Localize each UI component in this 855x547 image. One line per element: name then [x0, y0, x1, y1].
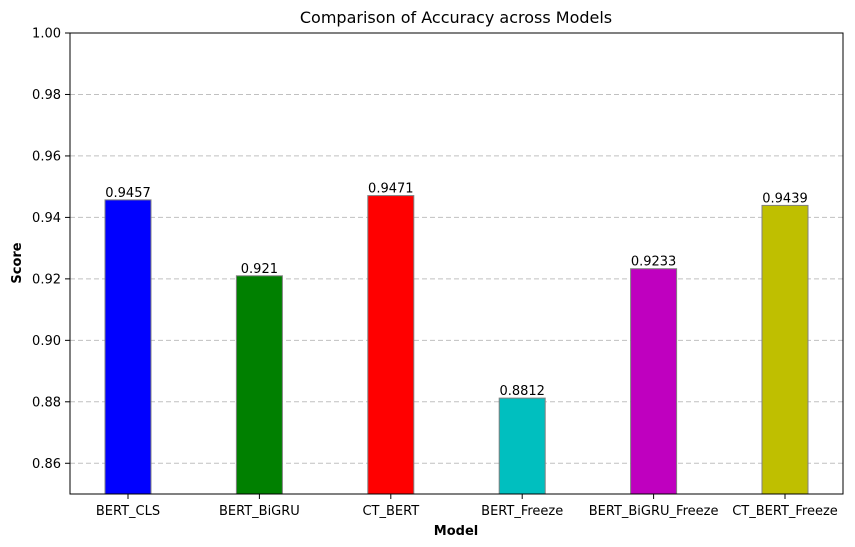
data-label: 0.9471 [368, 182, 414, 197]
bar-bert-cls [104, 199, 152, 495]
y-tick-label: 0.98 [32, 88, 61, 103]
x-tick-label: BERT_CLS [96, 504, 160, 519]
y-tick-label: 0.88 [32, 395, 61, 410]
bar-bert-bigru [235, 275, 283, 495]
plot-frame [69, 32, 844, 495]
y-tick-label: 0.92 [32, 272, 61, 287]
data-label: 0.9233 [631, 255, 677, 270]
x-axis-label: Model [434, 524, 478, 539]
data-label: 0.9439 [762, 191, 808, 206]
x-axis: BERT_CLS BERT_BiGRU CT_BERT BERT_Freeze BERT… [96, 494, 838, 519]
x-tick-label: CT_BERT [362, 504, 419, 519]
y-tick-label: 0.94 [32, 211, 61, 226]
y-tick-label: 0.90 [32, 334, 61, 349]
data-label: 0.8812 [499, 384, 545, 399]
y-axis-label: Score [10, 242, 25, 283]
bar-ct-bert [367, 195, 415, 495]
x-tick-label: BERT_BiGRU [219, 504, 300, 519]
bars [104, 195, 809, 495]
bar-bert-bigru-freeze [630, 268, 678, 495]
y-axis: 0.86 0.88 0.90 0.92 0.94 0.96 0.98 1.00 [32, 27, 70, 472]
data-labels: 0.9457 0.921 0.9471 0.8812 0.9233 0.9439 [105, 182, 808, 400]
y-tick-label: 0.96 [32, 149, 61, 164]
x-tick-label: BERT_BiGRU_Freeze [589, 504, 719, 519]
y-tick-label: 0.86 [32, 457, 61, 472]
data-label: 0.9457 [105, 186, 151, 201]
grid [70, 93, 843, 464]
x-tick-label: CT_BERT_Freeze [732, 504, 838, 519]
x-tick-label: BERT_Freeze [481, 504, 563, 519]
y-tick-label: 1.00 [32, 27, 61, 42]
bar-bert-freeze [498, 397, 546, 495]
bar-ct-bert-freeze [761, 204, 809, 495]
chart-title: Comparison of Accuracy across Models [300, 8, 612, 27]
data-label: 0.921 [241, 262, 278, 277]
